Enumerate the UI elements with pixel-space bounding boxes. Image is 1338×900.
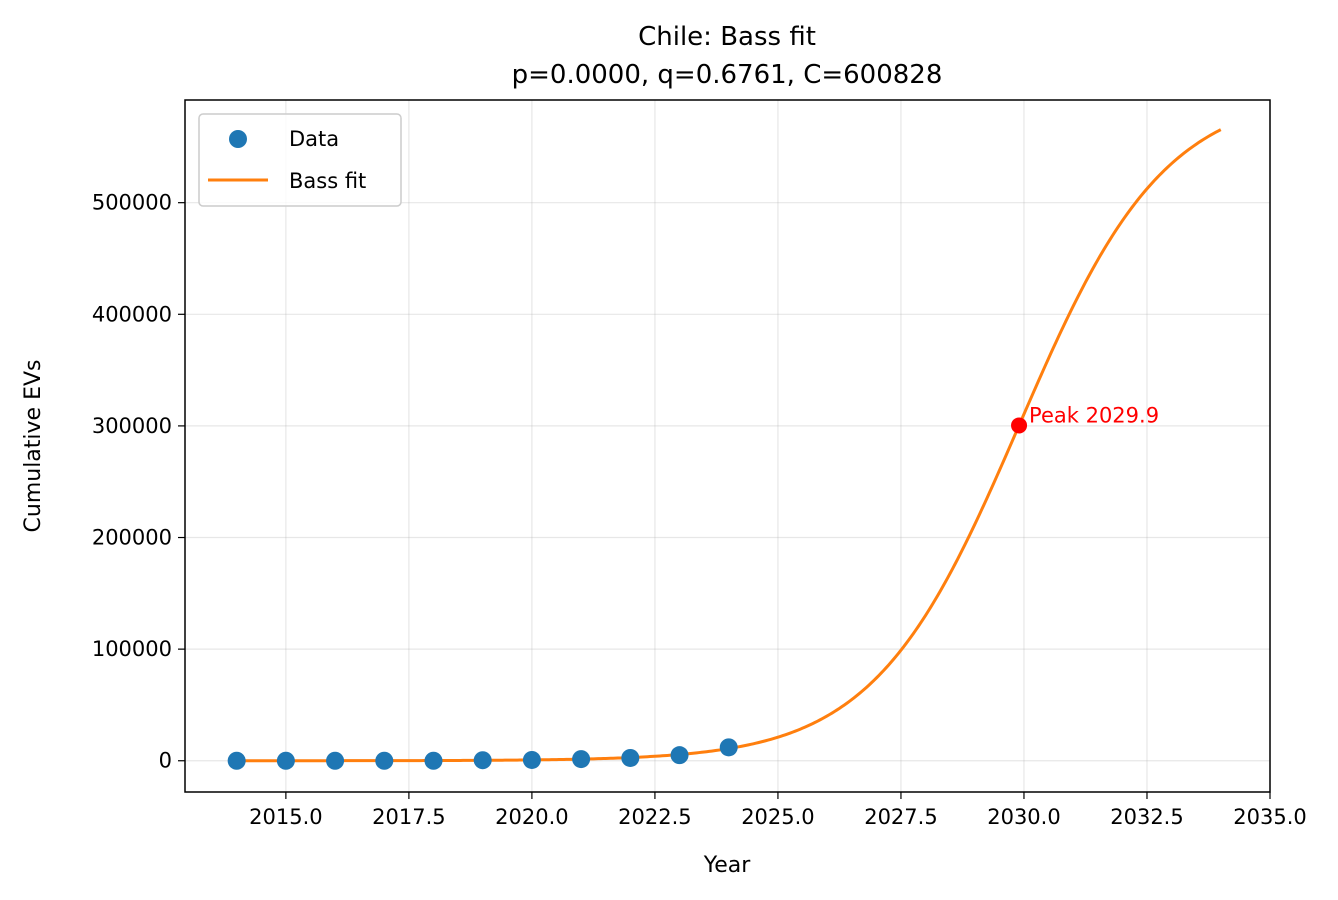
x-tick-label: 2032.5: [1110, 805, 1183, 829]
x-tick-label: 2015.0: [249, 805, 322, 829]
data-point: [375, 751, 394, 770]
legend: Data Bass fit: [198, 113, 402, 207]
x-tick-label: 2017.5: [372, 805, 445, 829]
data-point: [276, 751, 295, 770]
y-tick-label: 100000: [92, 637, 172, 661]
bass-fit-line-layer: [236, 128, 1222, 763]
y-tick-label: 0: [159, 749, 172, 773]
data-point: [522, 750, 541, 769]
chart-subtitle: p=0.0000, q=0.6761, C=600828: [512, 60, 943, 90]
data-point: [326, 751, 345, 770]
y-tick-label: 500000: [92, 191, 172, 215]
plot-frame: [184, 99, 1271, 793]
data-point: [670, 746, 689, 765]
data-point: [621, 748, 640, 767]
y-tick-label: 200000: [92, 526, 172, 550]
x-axis-title: Year: [703, 853, 752, 878]
data-point: [572, 750, 591, 769]
peak-label: Peak 2029.9: [1029, 403, 1159, 427]
legend-fit-label: Bass fit: [289, 169, 366, 193]
x-tick-label: 2025.0: [741, 805, 814, 829]
data-point: [227, 751, 246, 770]
x-tick-label: 2020.0: [495, 805, 568, 829]
legend-box: [198, 113, 402, 207]
y-tick-label: 300000: [92, 414, 172, 438]
peak-annotation-layer: Peak 2029.9: [1011, 403, 1159, 434]
y-axis-ticks: 0 100000 200000 300000 400000 500000: [92, 191, 185, 773]
chart-title: Chile: Bass fit: [638, 22, 816, 52]
grid-lines: [185, 100, 1271, 792]
data-point: [424, 751, 443, 770]
data-point: [719, 738, 738, 757]
y-axis-title: Cumulative EVs: [21, 360, 46, 533]
legend-data-marker: [229, 130, 247, 148]
x-axis-ticks: 2015.0 2017.5 2020.0 2022.5 2025.0 2027.5 2030…: [249, 792, 1307, 829]
x-tick-label: 2027.5: [864, 805, 937, 829]
peak-marker: [1011, 417, 1028, 434]
data-point: [473, 751, 492, 770]
bass-fit-line: [236, 128, 1222, 763]
legend-data-label: Data: [289, 127, 339, 151]
x-tick-label: 2022.5: [618, 805, 691, 829]
x-tick-label: 2030.0: [987, 805, 1060, 829]
x-tick-label: 2035.0: [1233, 805, 1306, 829]
y-tick-label: 400000: [92, 302, 172, 326]
data-points-layer: [227, 738, 738, 770]
